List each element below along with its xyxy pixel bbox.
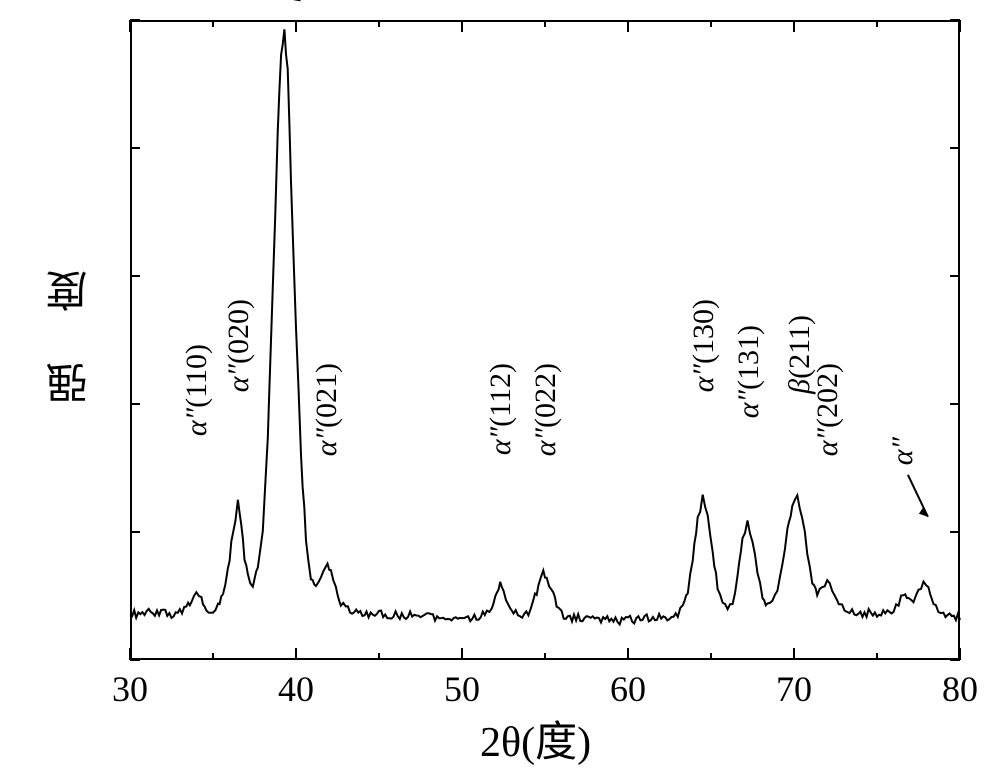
x-tick-minor-top: [710, 20, 712, 27]
x-tick-minor-top: [378, 20, 380, 27]
x-tick-major: [793, 648, 795, 660]
x-tick-major-top: [959, 20, 961, 32]
x-tick-minor: [876, 653, 878, 660]
y-tick-left: [130, 531, 140, 533]
y-tick-right: [950, 275, 960, 277]
peak-label: α″(021): [310, 363, 344, 456]
x-tick-major-top: [129, 20, 131, 32]
peak-label: α″: [886, 437, 920, 465]
y-tick-right: [950, 147, 960, 149]
x-tick-minor-top: [544, 20, 546, 27]
x-tick-label: 30: [112, 668, 148, 710]
y-tick-right: [950, 19, 960, 21]
y-tick-left: [130, 147, 140, 149]
x-tick-minor-top: [212, 20, 214, 27]
x-axis-label: 2θ(度): [480, 708, 591, 769]
peak-label: α″(110): [180, 344, 214, 436]
peak-label: α″(202): [811, 363, 845, 456]
y-tick-left: [130, 19, 140, 21]
y-tick-right: [950, 531, 960, 533]
x-tick-label: 80: [942, 668, 978, 710]
x-tick-minor: [710, 653, 712, 660]
y-tick-right: [950, 403, 960, 405]
peak-label: α″(020): [222, 299, 256, 392]
x-tick-minor-top: [876, 20, 878, 27]
x-tick-minor: [212, 653, 214, 660]
x-tick-major: [295, 648, 297, 660]
x-tick-label: 70: [776, 668, 812, 710]
peak-label: α″(130): [687, 299, 721, 392]
x-tick-label: 50: [444, 668, 480, 710]
peak-label: α″(022): [529, 363, 563, 456]
x-tick-minor: [544, 653, 546, 660]
y-tick-left: [130, 403, 140, 405]
x-tick-minor: [378, 653, 380, 660]
peak-label: α″(131): [732, 325, 766, 418]
y-tick-right: [950, 659, 960, 661]
x-tick-major-top: [461, 20, 463, 32]
x-tick-major-top: [295, 20, 297, 32]
peak-arrow: [908, 475, 928, 517]
x-tick-major-top: [793, 20, 795, 32]
x-tick-major: [461, 648, 463, 660]
x-tick-label: 40: [278, 668, 314, 710]
y-tick-left: [130, 659, 140, 661]
x-tick-label: 60: [610, 668, 646, 710]
xrd-chart: 强 度 304050607080 α″(110)α″(020)β(110)α″(…: [0, 0, 1000, 766]
y-tick-left: [130, 275, 140, 277]
x-tick-major-top: [627, 20, 629, 32]
peak-label: α″(112): [484, 363, 518, 455]
x-tick-major: [627, 648, 629, 660]
